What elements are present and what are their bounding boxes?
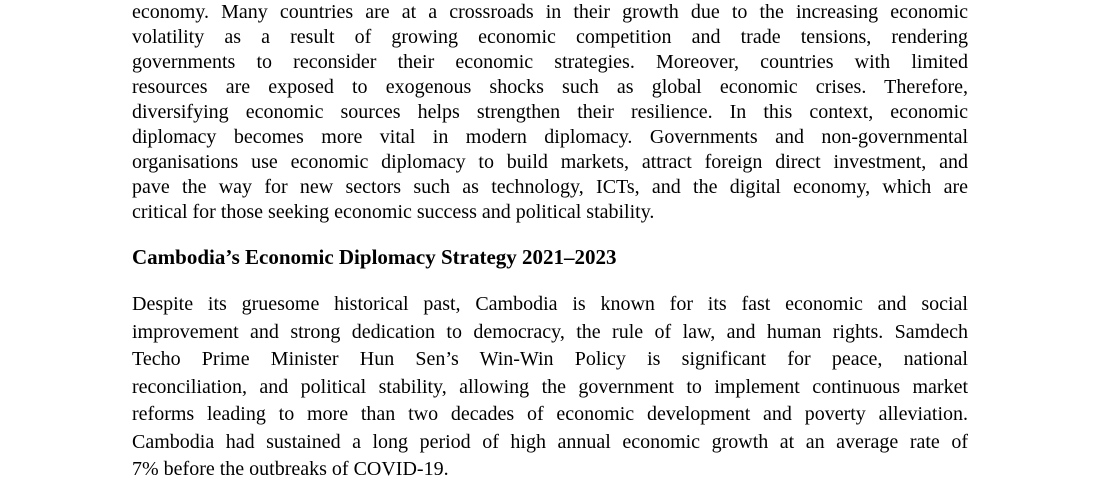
text-line: diversifying economic sources helps stre… — [132, 101, 968, 123]
text-line: improvement and strong dedication to dem… — [132, 320, 968, 343]
section-heading-block: Cambodia’s Economic Diplomacy Strategy 2… — [132, 245, 968, 270]
text-line: resources are exposed to exogenous shock… — [132, 76, 968, 98]
paragraph-cambodia-strategy: Despite its gruesome historical past, Ca… — [132, 291, 968, 484]
text-line: reconciliation, and political stability,… — [132, 375, 968, 398]
text-line: diplomacy becomes more vital in modern d… — [132, 126, 968, 148]
text-line: Despite its gruesome historical past, Ca… — [132, 293, 968, 315]
text-line: critical for those seeking economic succ… — [132, 201, 655, 223]
text-line: governments to reconsider their economic… — [132, 51, 968, 73]
section-heading: Cambodia’s Economic Diplomacy Strategy 2… — [132, 245, 617, 269]
text-line: Techo Prime Minister Hun Sen’s Win-Win P… — [132, 348, 968, 370]
text-line: volatility as a result of growing econom… — [132, 26, 968, 48]
text-line: pave the way for new sectors such as tec… — [132, 176, 968, 198]
paragraph-economic-diplomacy: economy. Many countries are at a crossro… — [132, 0, 968, 225]
text-line: reforms leading to more than two decades… — [132, 403, 968, 425]
text-line: economy. Many countries are at a crossro… — [132, 1, 968, 23]
text-line: 7% before the outbreaks of COVID-19. — [132, 458, 449, 480]
text-line: organisations use economic diplomacy to … — [132, 151, 968, 173]
text-line: Cambodia had sustained a long period of … — [132, 430, 968, 453]
